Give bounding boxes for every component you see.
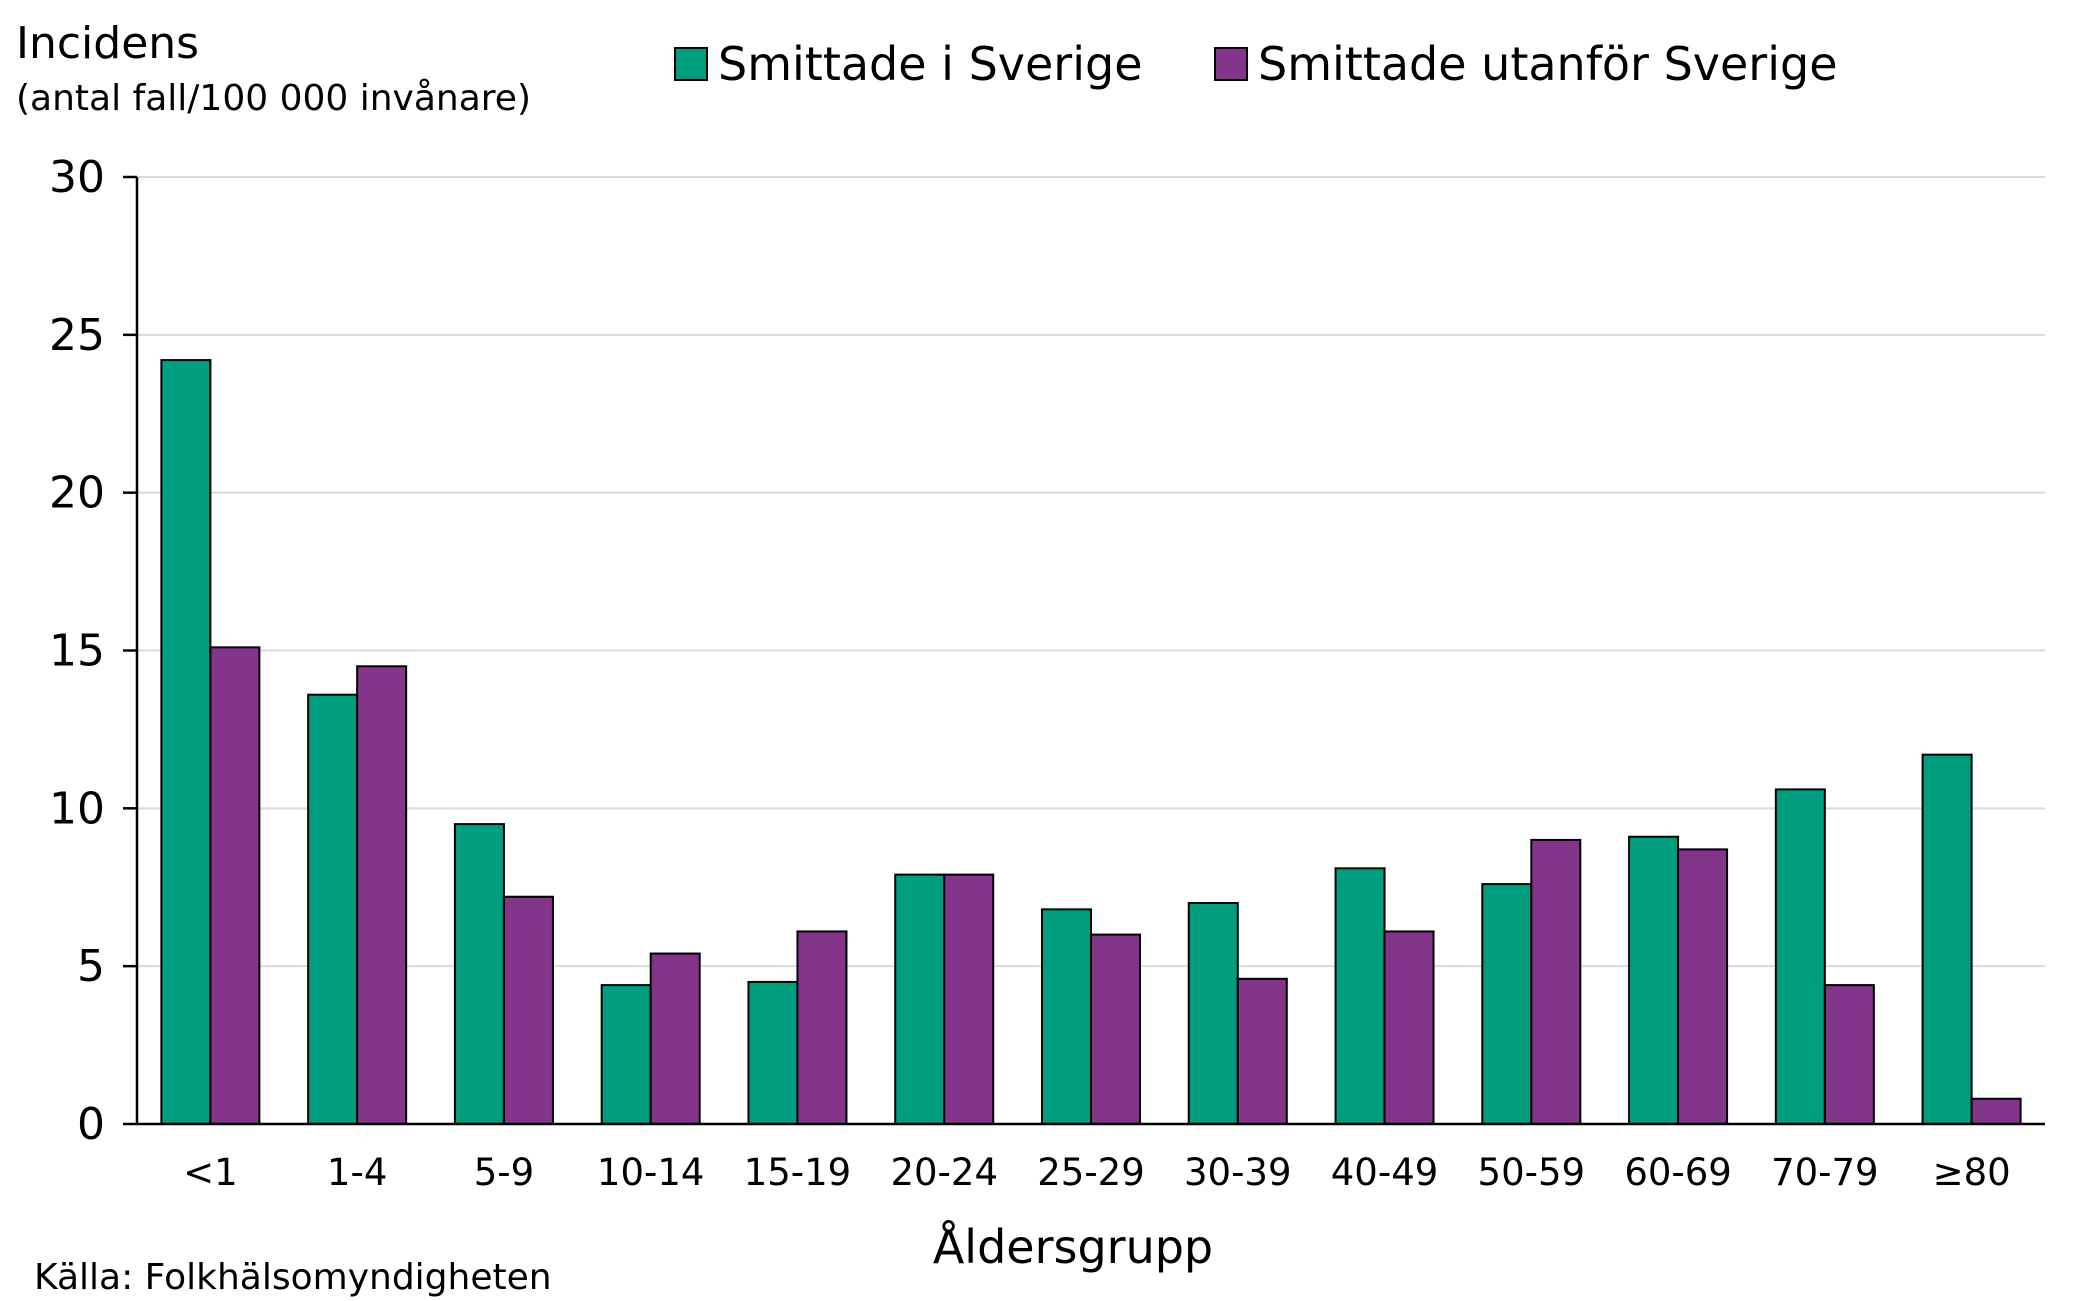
gridlines	[137, 176, 2045, 968]
bar-sweden	[894, 873, 946, 1126]
legend: Smittade i Sverige Smittade utanför Sver…	[674, 37, 1838, 91]
bar-sweden	[1774, 788, 1826, 1125]
bar-sweden	[600, 984, 652, 1126]
legend-label-sweden: Smittade i Sverige	[718, 37, 1143, 91]
y-tick-label: 30	[49, 152, 105, 203]
x-tick-label: 25-29	[1037, 1151, 1145, 1194]
bar-abroad	[1383, 930, 1435, 1126]
x-tick-label: 50-59	[1478, 1151, 1586, 1194]
y-axis-title: Incidens	[16, 18, 199, 69]
bar-sweden	[160, 359, 212, 1125]
x-axis-ticks: <1 1-4 5-9 10-14 15-19 20-24 25-29 30-39 40-49 50…	[183, 1151, 2011, 1194]
bar-sweden	[453, 823, 505, 1125]
x-tick-label: 30-39	[1184, 1151, 1292, 1194]
bar-abroad	[649, 952, 701, 1125]
y-axis-subtitle: (antal fall/100 000 invånare)	[16, 78, 531, 119]
y-tick-label: 25	[49, 310, 105, 361]
bar-abroad	[1677, 848, 1729, 1125]
bar-abroad	[1530, 838, 1582, 1126]
legend-swatch-abroad	[1214, 47, 1248, 81]
bar-sweden	[1481, 883, 1533, 1125]
x-tick-label: 1-4	[327, 1151, 387, 1194]
bar-abroad	[356, 665, 408, 1125]
bar-abroad	[209, 646, 261, 1125]
bar-abroad	[1970, 1097, 2022, 1126]
x-tick-label: 10-14	[597, 1151, 705, 1194]
y-tick-label: 15	[49, 626, 105, 677]
x-tick-label: 15-19	[744, 1151, 852, 1194]
legend-swatch-sweden	[674, 47, 708, 81]
x-tick-label: <1	[183, 1151, 238, 1194]
bar-abroad	[796, 930, 848, 1126]
bar-abroad	[502, 895, 554, 1125]
bar-sweden	[1187, 902, 1239, 1125]
y-tick-label: 5	[77, 941, 105, 992]
legend-label-abroad: Smittade utanför Sverige	[1258, 37, 1838, 91]
bar-abroad	[1823, 984, 1875, 1126]
y-tick-label: 20	[49, 468, 105, 519]
x-tick-label: 70-79	[1771, 1151, 1879, 1194]
x-tick-label: 5-9	[474, 1151, 534, 1194]
y-tick-label: 10	[49, 783, 105, 834]
x-axis-title: Åldersgrupp	[933, 1220, 1213, 1274]
bar-sweden	[1334, 867, 1386, 1125]
x-tick-label: 20-24	[890, 1151, 998, 1194]
x-tick-label: ≥80	[1933, 1151, 2011, 1194]
bar-abroad	[943, 873, 995, 1126]
bar-abroad	[1236, 977, 1288, 1125]
x-tick-label: 60-69	[1624, 1151, 1732, 1194]
x-tick-label: 40-49	[1331, 1151, 1439, 1194]
y-tick-label: 0	[77, 1099, 105, 1150]
bar-abroad	[1090, 933, 1141, 1125]
bar-sweden	[1041, 908, 1092, 1126]
y-axis-ticks: 0 5 10 15 20 25 30	[49, 152, 137, 1150]
bar-sweden	[1921, 753, 1973, 1125]
bar-sweden	[747, 980, 799, 1126]
bar-sweden	[1628, 835, 1680, 1125]
source-note: Källa: Folkhälsomyndigheten	[34, 1257, 552, 1298]
bar-sweden	[307, 693, 359, 1126]
bars	[160, 359, 2022, 1126]
